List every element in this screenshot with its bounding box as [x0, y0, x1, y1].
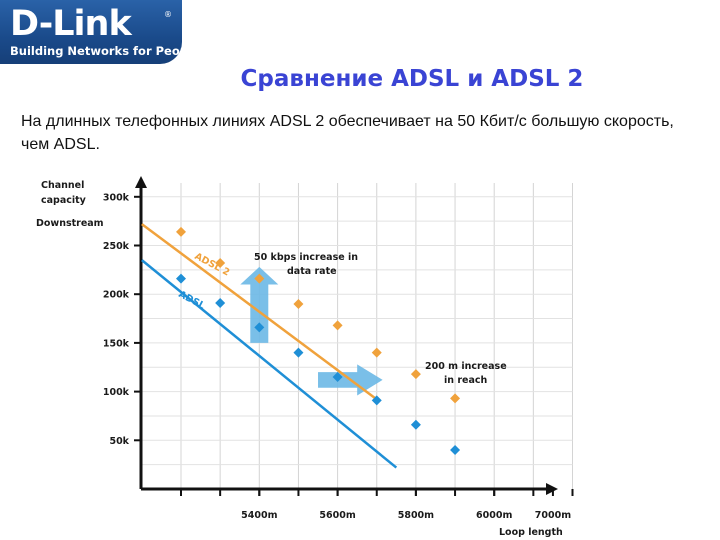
annotation-text: 200 m increase [425, 361, 507, 372]
annotation-text: in reach [444, 375, 487, 386]
x-tick-label: 7000m [535, 510, 571, 521]
y-axis-title: Channel [41, 180, 84, 191]
series-point [410, 419, 421, 430]
logo-tagline: Building Networks for People [10, 44, 182, 58]
intro-text: На длинных телефонных линиях ADSL 2 обес… [21, 113, 674, 153]
series-point [371, 395, 382, 406]
registered-mark: ® [164, 10, 172, 19]
series-point [176, 273, 186, 284]
x-tick-label: 5600m [319, 510, 355, 521]
series-point [176, 226, 186, 237]
y-axis-subtitle: Downstream [36, 218, 104, 229]
annotation-text: data rate [287, 266, 337, 277]
series-point [254, 273, 265, 284]
slide-title: Сравнение ADSL и ADSL 2 [240, 66, 584, 92]
y-tick-label: 50k [109, 436, 129, 447]
y-tick-label: 300k [103, 192, 130, 203]
series-point [215, 297, 226, 308]
y-tick-label: 250k [103, 241, 130, 252]
series-point [215, 258, 226, 269]
series-point [254, 322, 265, 333]
series-point [450, 445, 461, 456]
dlink-logo: D-Link ® Building Networks for People [0, 0, 182, 64]
x-tick-label: 5400m [241, 510, 277, 521]
x-axis-title: Loop length [499, 527, 563, 538]
y-tick-label: 100k [103, 387, 130, 398]
series-line [141, 223, 378, 401]
y-axis-title: capacity [41, 195, 87, 206]
y-tick-label: 150k [103, 338, 130, 349]
series-point [450, 393, 461, 404]
x-tick-label: 5800m [398, 510, 434, 521]
annotation-text: 50 kbps increase in [254, 252, 358, 263]
series-point [293, 347, 304, 358]
series-point [332, 320, 343, 331]
logo-wordmark: D-Link [10, 4, 132, 44]
series-point [332, 371, 343, 382]
series-point [410, 369, 421, 380]
y-axis-arrow [135, 176, 147, 188]
series-point [293, 298, 304, 309]
x-tick-label: 6000m [476, 510, 512, 521]
y-tick-label: 200k [103, 290, 130, 301]
series-line [141, 259, 398, 469]
series-point [371, 347, 382, 358]
up-arrow-icon [240, 266, 279, 343]
